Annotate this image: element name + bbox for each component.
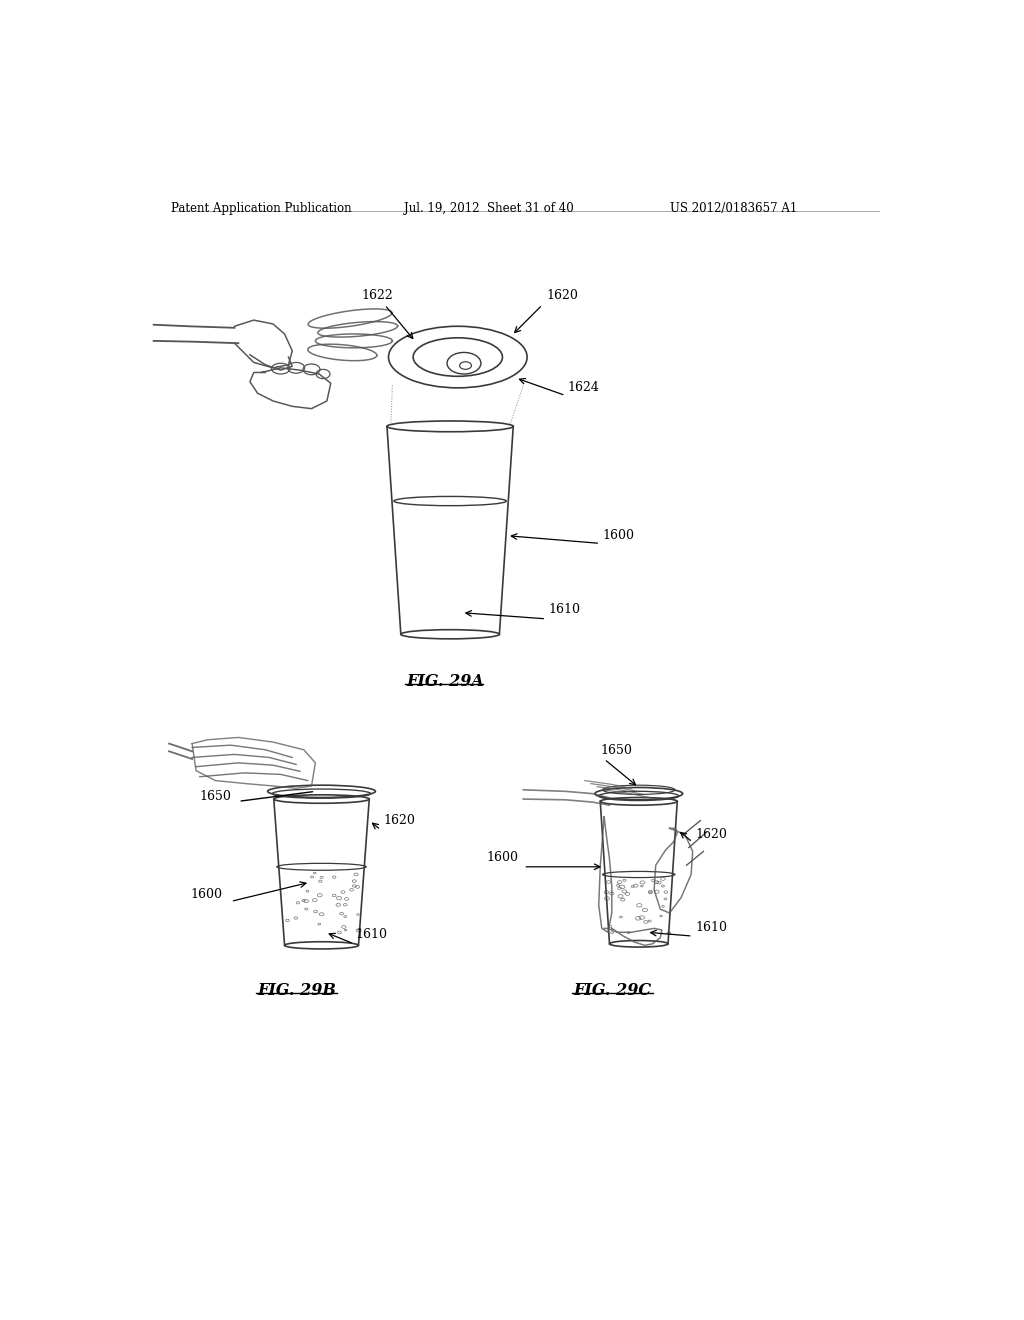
Text: FIG. 29C: FIG. 29C: [573, 982, 651, 999]
Text: 1650: 1650: [200, 789, 231, 803]
Text: 1600: 1600: [486, 851, 518, 865]
Text: US 2012/0183657 A1: US 2012/0183657 A1: [670, 202, 797, 215]
Text: 1620: 1620: [547, 289, 579, 302]
Text: 1620: 1620: [383, 814, 415, 828]
Text: 1620: 1620: [695, 828, 727, 841]
Text: FIG. 29A: FIG. 29A: [407, 673, 484, 690]
Text: 1610: 1610: [695, 921, 727, 933]
Text: FIG. 29B: FIG. 29B: [258, 982, 337, 999]
Text: 1650: 1650: [600, 743, 632, 756]
Text: 1624: 1624: [568, 381, 600, 393]
Text: 1610: 1610: [355, 928, 387, 941]
Text: Patent Application Publication: Patent Application Publication: [171, 202, 351, 215]
Text: 1600: 1600: [602, 529, 635, 541]
Text: Jul. 19, 2012  Sheet 31 of 40: Jul. 19, 2012 Sheet 31 of 40: [403, 202, 573, 215]
Text: 1622: 1622: [361, 289, 393, 302]
Text: 1600: 1600: [190, 887, 222, 900]
Text: 1610: 1610: [549, 603, 581, 616]
